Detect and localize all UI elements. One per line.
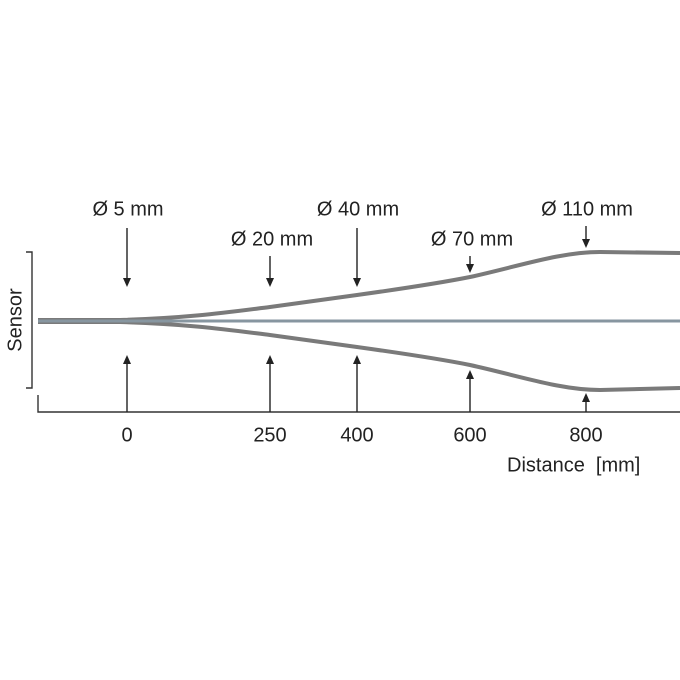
beam-lower (38, 320, 680, 393)
diameter-label: Ø 5 mm (92, 198, 163, 220)
diameter-label: Ø 110 mm (541, 198, 633, 220)
distance-label: 400 (340, 424, 373, 446)
x-axis-label: Distance [mm] (507, 454, 640, 476)
distance-axis (37, 395, 680, 413)
diameter-label: Ø 40 mm (317, 198, 399, 220)
distance-label: 250 (253, 424, 286, 446)
distance-label: 800 (569, 424, 602, 446)
beam-upper (38, 249, 680, 322)
distance-label: 600 (453, 424, 486, 446)
diameter-label: Ø 20 mm (231, 228, 313, 250)
sensor-bracket (26, 251, 33, 389)
up-arrows (123, 355, 590, 412)
diameter-label: Ø 70 mm (431, 228, 513, 250)
y-axis-label: Sensor (4, 288, 26, 352)
distance-label: 0 (121, 424, 132, 446)
down-arrows (123, 226, 590, 287)
